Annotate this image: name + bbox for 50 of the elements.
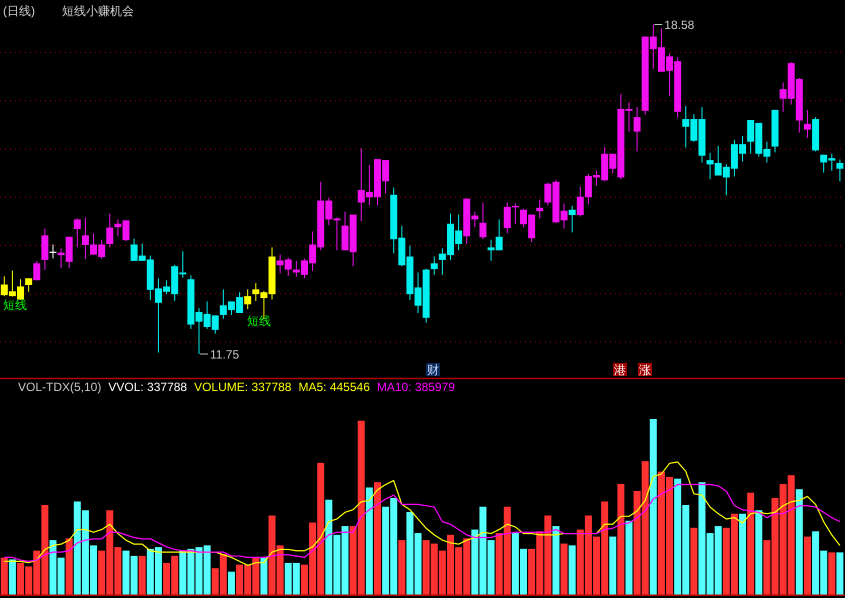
candlestick bbox=[244, 288, 252, 310]
bar bbox=[828, 552, 836, 594]
candlestick bbox=[49, 244, 56, 259]
text: 财 bbox=[427, 363, 439, 377]
bar bbox=[796, 489, 803, 594]
candlestick bbox=[479, 202, 486, 240]
bar bbox=[617, 484, 624, 594]
candlestick bbox=[634, 106, 641, 152]
bar bbox=[552, 526, 560, 594]
bar bbox=[8, 559, 16, 594]
bar bbox=[650, 419, 657, 594]
bar bbox=[366, 487, 373, 594]
chart-title: (日线) bbox=[3, 4, 35, 18]
annotation: 短线 bbox=[3, 298, 27, 312]
chart-title: VOL-TDX(5,10) bbox=[18, 380, 102, 394]
candlestick bbox=[33, 260, 40, 281]
bar bbox=[804, 536, 811, 594]
bar bbox=[0, 558, 8, 594]
bar bbox=[66, 538, 73, 594]
candlestick bbox=[568, 205, 576, 233]
text: VOLUME: 337788 bbox=[194, 380, 292, 394]
candlestick bbox=[804, 109, 811, 138]
annotation: 11.75 bbox=[210, 348, 240, 362]
annotation: 18.58 bbox=[664, 18, 695, 32]
bar bbox=[836, 552, 844, 594]
bar bbox=[690, 528, 698, 594]
bar bbox=[755, 510, 762, 594]
bar bbox=[625, 520, 632, 594]
bar bbox=[609, 536, 616, 594]
candlestick bbox=[106, 213, 114, 248]
candlestick bbox=[25, 278, 32, 292]
text: 涨 bbox=[639, 363, 651, 377]
bar bbox=[398, 540, 406, 594]
bar bbox=[568, 545, 576, 594]
candlestick bbox=[430, 256, 438, 276]
bar bbox=[228, 572, 235, 594]
bar bbox=[747, 492, 754, 594]
text: MA5: 445546 bbox=[298, 380, 370, 394]
annotation: 短线 bbox=[247, 314, 271, 328]
bar bbox=[560, 544, 568, 594]
text: MA10: 385979 bbox=[376, 380, 456, 394]
chart-subtitle: 短线小赚机会 bbox=[62, 4, 134, 18]
text: 港 bbox=[614, 363, 626, 377]
bar bbox=[138, 556, 146, 594]
text: VVOL: 337788 bbox=[108, 380, 188, 394]
bar bbox=[260, 558, 268, 594]
bar bbox=[739, 514, 746, 594]
candlestick bbox=[74, 218, 81, 248]
candlestick bbox=[836, 159, 844, 182]
bar bbox=[374, 482, 381, 594]
